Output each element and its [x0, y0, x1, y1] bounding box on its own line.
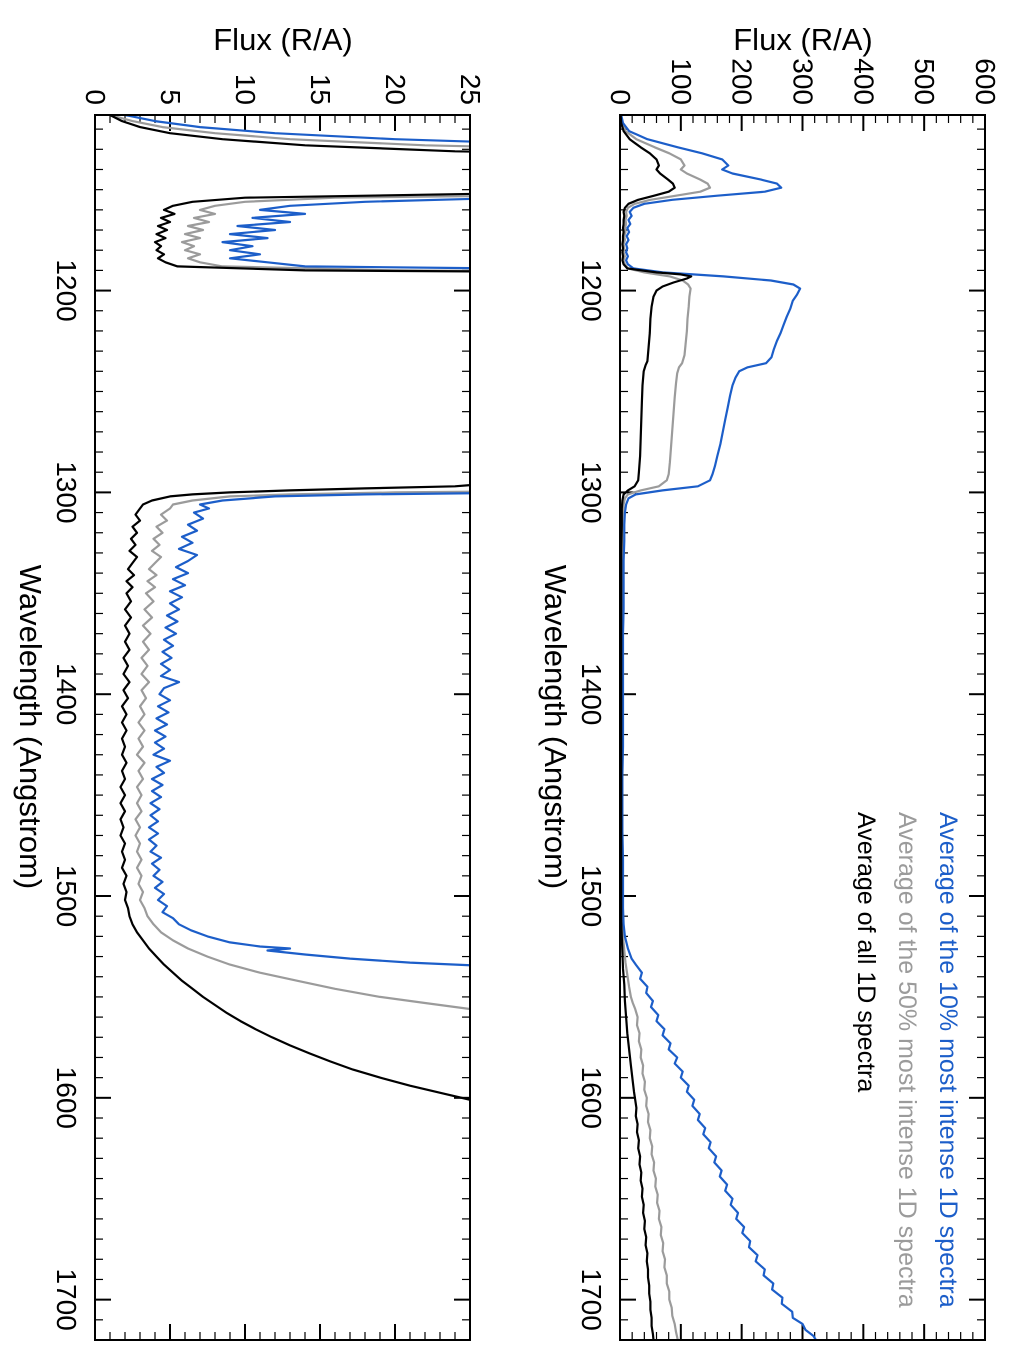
y-tick-label: 0 — [605, 89, 636, 105]
plot-border — [619, 114, 986, 1341]
legend-entry: Average of the 10% most intense 1D spect… — [934, 812, 962, 1308]
wavelength-axis-label-zoom: Wavelength (Angstrom) — [13, 564, 48, 890]
x-tick-label: 1400 — [576, 663, 607, 725]
y-tick-label: 600 — [970, 58, 1001, 105]
x-tick-label: 1300 — [576, 461, 607, 523]
x-tick-label: 1600 — [576, 1067, 607, 1129]
spectrum-line — [124, 115, 470, 968]
x-tick-label: 1200 — [51, 259, 82, 321]
x-tick-label: 1500 — [51, 865, 82, 927]
spectrum-line — [620, 115, 817, 1340]
y-tick-label: 20 — [380, 74, 411, 105]
legend-entry: Average of all 1D spectra — [852, 812, 880, 1093]
legend-entry: Average of the 50% most intense 1D spect… — [893, 812, 921, 1308]
y-tick-label: 200 — [727, 58, 758, 105]
x-tick-label: 1200 — [576, 259, 607, 321]
y-tick-label: 300 — [788, 58, 819, 105]
x-tick-label: 1700 — [576, 1268, 607, 1330]
x-tick-label: 1700 — [51, 1268, 82, 1330]
flux-axis-label-full: Flux (R/A) — [733, 22, 873, 57]
flux-axis-label-zoom: Flux (R/A) — [213, 22, 353, 57]
panel-1-ticks — [94, 115, 471, 1341]
panel-0-tick-labels: 1200 1300 1400 1500 1600 1700 0 100 200 300 400 500… — [576, 58, 1001, 1331]
x-tick-label: 1600 — [51, 1067, 82, 1129]
plot-border — [94, 114, 471, 1341]
spectrum-line — [620, 115, 693, 1340]
spectrum-line — [109, 115, 470, 1109]
y-tick-label: 10 — [230, 74, 261, 105]
wavelength-axis-label-full: Wavelength (Angstrom) — [538, 564, 573, 890]
panel-0-ticks — [619, 115, 986, 1341]
y-tick-label: 500 — [909, 58, 940, 105]
y-tick-label: 0 — [80, 89, 111, 105]
x-tick-label: 1400 — [51, 663, 82, 725]
x-tick-label: 1500 — [576, 865, 607, 927]
spectrum-line — [620, 115, 712, 1340]
y-tick-label: 5 — [155, 89, 186, 105]
panel-1-tick-labels: 1200 1300 1400 1500 1600 1700 0 5 10 15 20 25 — [51, 74, 486, 1331]
panel-0-series — [620, 115, 817, 1340]
y-tick-label: 400 — [848, 58, 879, 105]
y-tick-label: 25 — [455, 74, 486, 105]
y-tick-label: 100 — [666, 58, 697, 105]
y-tick-label: 15 — [305, 74, 336, 105]
panel-1-series — [109, 115, 470, 1109]
spectrum-line — [109, 115, 470, 1019]
x-tick-label: 1300 — [51, 461, 82, 523]
